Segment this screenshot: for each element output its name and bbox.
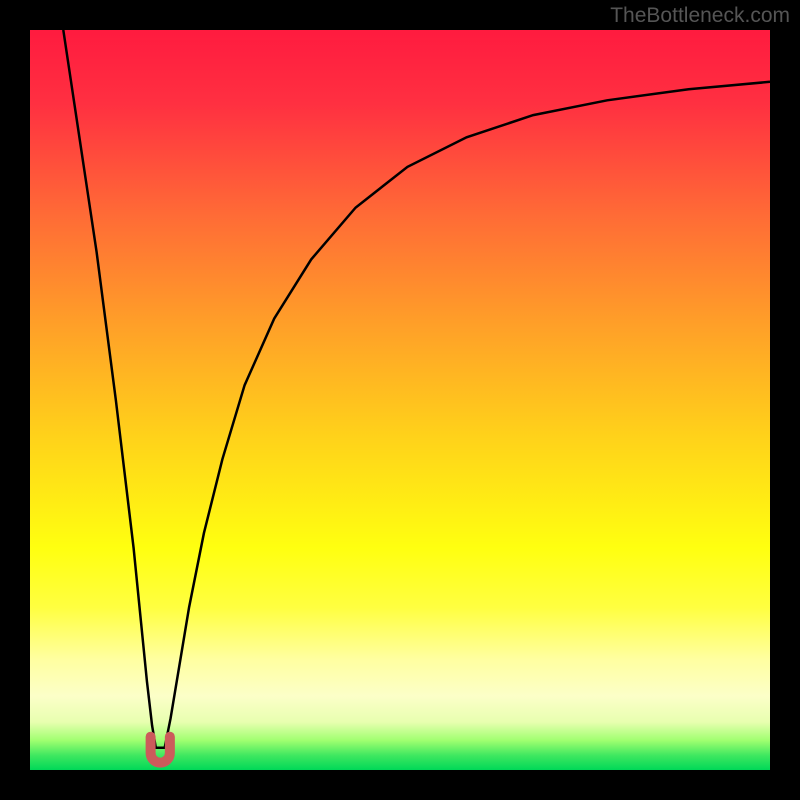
bottleneck-chart: [0, 0, 800, 800]
watermark-text: TheBottleneck.com: [610, 4, 790, 28]
chart-container: TheBottleneck.com: [0, 0, 800, 800]
plot-gradient-background: [30, 30, 770, 770]
